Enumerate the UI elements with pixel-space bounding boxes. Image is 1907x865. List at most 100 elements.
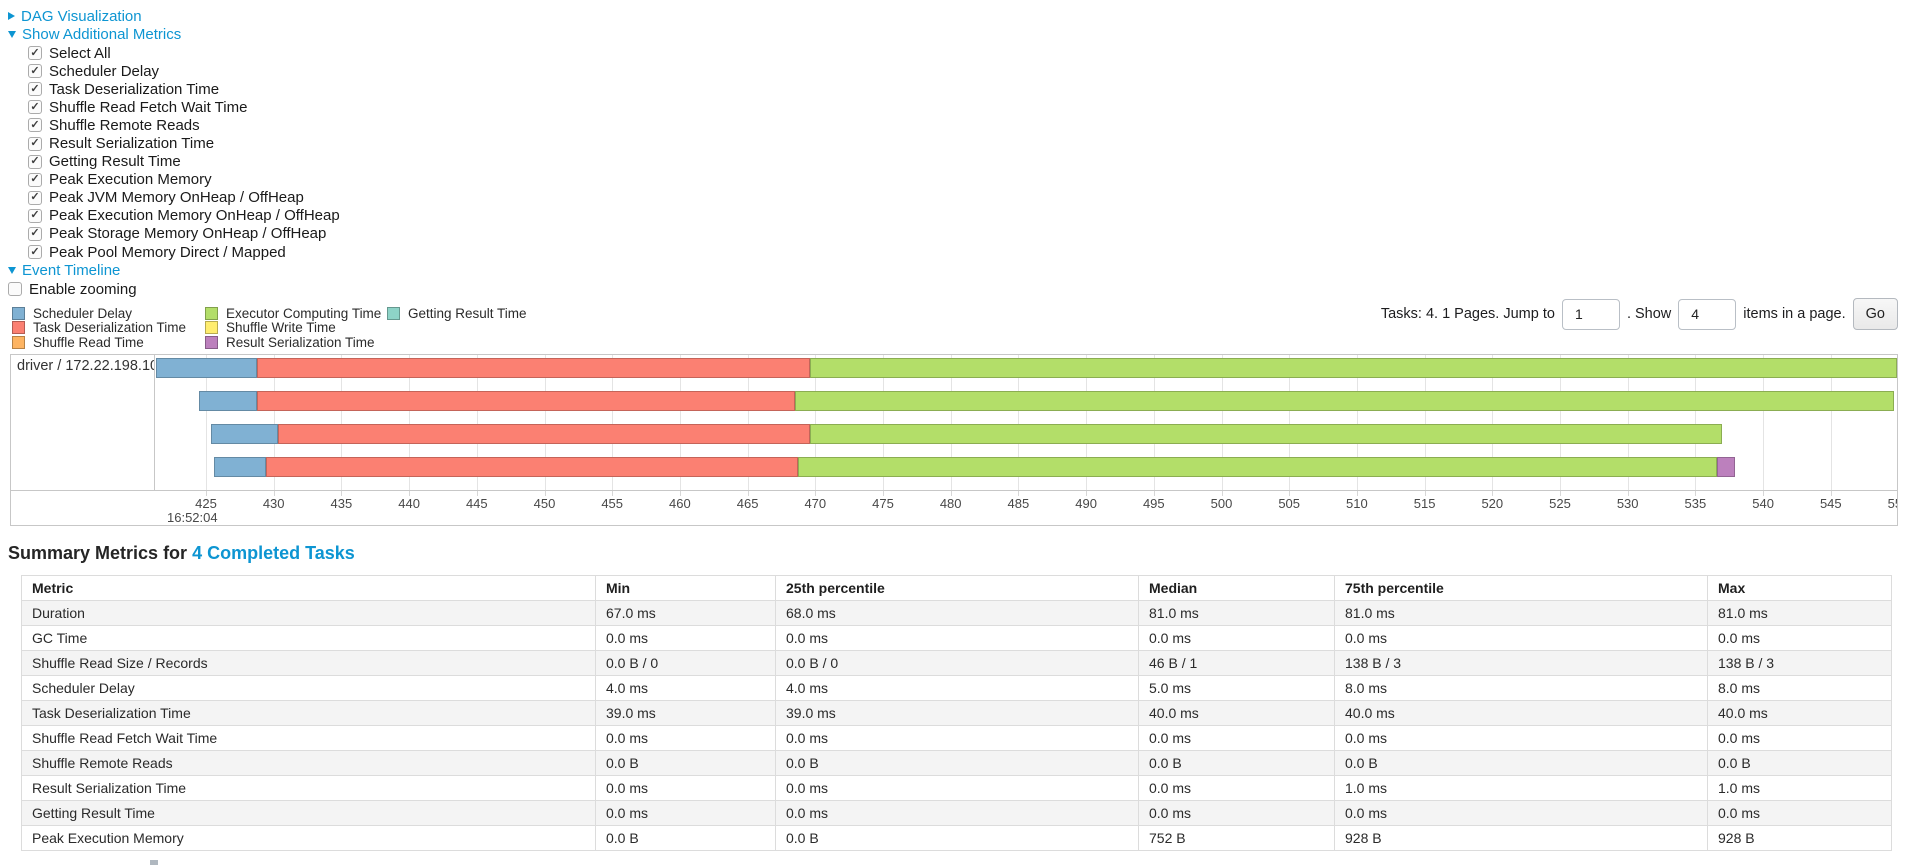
summary-table-cell: 0.0 ms [1707, 625, 1892, 651]
scheduler-delay-segment [211, 424, 278, 444]
tasks-pagination-summary: Tasks: 4. 1 Pages. Jump to [1380, 306, 1555, 322]
expanded-arrow-icon [8, 30, 16, 38]
clipped-next-section [150, 860, 158, 865]
axis-tick-label: 510 [1346, 496, 1368, 511]
axis-tick-label: 455 [601, 496, 624, 511]
metric-checkbox-row: Shuffle Read Fetch Wait Time [28, 98, 340, 116]
timeline-legend-column: Getting Result Time [387, 306, 527, 321]
summary-table-row: Shuffle Read Fetch Wait Time 0.0 ms 0.0 ms… [21, 725, 1892, 751]
event-timeline-toggle[interactable]: Event Timeline [8, 261, 120, 279]
summary-heading-prefix: Summary Metrics for [8, 543, 193, 563]
metric-checkbox[interactable] [28, 46, 42, 61]
metric-checkbox[interactable] [28, 154, 42, 169]
metric-checkbox[interactable] [28, 82, 42, 97]
metric-checkbox-row: Peak Storage Memory OnHeap / OffHeap [28, 225, 340, 243]
summary-table-row: Shuffle Read Size / Records 0.0 B / 0 0.0 … [21, 650, 1892, 676]
summary-table-cell: 928 B [1707, 825, 1892, 851]
timeline-task-bar[interactable] [156, 358, 1897, 378]
summary-table-cell: 68.0 ms [775, 600, 1139, 626]
legend-swatch [205, 335, 218, 349]
timeline-task-bar[interactable] [156, 424, 1897, 444]
timeline-gridline [476, 355, 478, 490]
axis-tick-label: 525 [1549, 496, 1571, 511]
timeline-gridline [1830, 355, 1832, 490]
summary-table-cell: Shuffle Read Fetch Wait Time [21, 725, 596, 751]
metric-checkbox[interactable] [28, 245, 42, 260]
legend-swatch [205, 306, 218, 320]
metric-checkbox[interactable] [28, 100, 42, 115]
summary-table-cell: 0.0 ms [775, 725, 1139, 751]
summary-column-header: 75th percentile [1334, 575, 1708, 601]
metric-checkbox-row: Peak Pool Memory Direct / Mapped [28, 243, 340, 261]
dag-visualization-label: DAG Visualization [21, 7, 142, 25]
axis-tick-label: 520 [1481, 496, 1504, 511]
summary-table-cell: 0.0 B [1707, 750, 1892, 776]
summary-table-row: Duration 67.0 ms 68.0 ms 81.0 ms 81.0 ms 81.0… [21, 600, 1892, 626]
executor-computing-segment [809, 424, 1723, 444]
page-jump-input[interactable] [1561, 298, 1620, 330]
summary-table-cell: 0.0 ms [1334, 800, 1708, 826]
summary-table-cell: 0.0 ms [595, 725, 776, 751]
show-additional-metrics-label: Show Additional Metrics [22, 25, 182, 43]
axis-tick-label: 495 [1142, 496, 1165, 511]
expanded-arrow-icon [8, 266, 16, 274]
axis-tick-mark [1492, 491, 1494, 496]
go-button[interactable]: Go [1852, 298, 1898, 330]
summary-table-cell: 0.0 ms [595, 775, 776, 801]
axis-tick-label: 475 [872, 496, 894, 511]
legend-label: Getting Result Time [408, 305, 527, 321]
summary-table-header-row: Metric Min 25th percentile Median 75th perce… [21, 575, 1892, 601]
axis-tick-label: 480 [939, 496, 962, 511]
axis-tick-label: 490 [1075, 496, 1097, 511]
summary-table-cell: 46 B / 1 [1138, 650, 1335, 676]
timeline-gridline [950, 355, 952, 490]
summary-table-cell: 0.0 ms [1138, 625, 1335, 651]
summary-table-cell: 928 B [1334, 825, 1708, 851]
axis-tick-mark [1763, 491, 1765, 496]
summary-table-cell: 752 B [1138, 825, 1335, 851]
metric-checkbox[interactable] [28, 208, 42, 223]
axis-tick-label: 485 [1007, 496, 1030, 511]
axis-tick-mark [679, 491, 681, 496]
summary-column-header: Metric [21, 575, 596, 601]
metric-checkbox[interactable] [28, 118, 42, 133]
summary-table-row: Task Deserialization Time 39.0 ms 39.0 ms 4… [21, 700, 1892, 726]
completed-tasks-link[interactable]: 4 Completed Tasks [192, 543, 355, 563]
axis-tick-mark [883, 491, 884, 496]
timeline-gridline [747, 355, 749, 490]
axis-tick-label: 470 [804, 496, 827, 511]
axis-time-label: 16:52:04 [167, 510, 218, 525]
show-additional-metrics-toggle[interactable]: Show Additional Metrics [8, 25, 181, 43]
metric-checkbox[interactable] [28, 172, 42, 187]
metric-checkbox-label: Scheduler Delay [49, 62, 160, 80]
summary-table-row: GC Time 0.0 ms 0.0 ms 0.0 ms 0.0 ms 0.0 ms [21, 625, 1892, 651]
metric-checkbox-label: Peak JVM Memory OnHeap / OffHeap [49, 189, 304, 207]
timeline-gridline [1627, 355, 1629, 490]
metric-checkbox[interactable] [28, 226, 42, 241]
metric-checkbox[interactable] [28, 64, 42, 79]
timeline-task-bar[interactable] [156, 457, 1897, 477]
metric-checkbox[interactable] [28, 190, 42, 205]
summary-table-cell: 5.0 ms [1138, 675, 1335, 701]
axis-tick-label: 550 [1887, 496, 1897, 511]
timeline-gridline [1695, 355, 1697, 490]
axis-tick-label: 430 [262, 496, 285, 511]
timeline-gridline [1153, 355, 1155, 490]
page-size-input[interactable] [1678, 298, 1737, 330]
enable-zooming-checkbox[interactable] [8, 282, 22, 297]
axis-tick-mark [476, 491, 478, 496]
axis-tick-label: 540 [1752, 496, 1774, 511]
metric-checkbox[interactable] [28, 136, 42, 151]
axis-tick-mark [1289, 491, 1291, 496]
executor-computing-segment [797, 457, 1718, 477]
summary-table-cell: Duration [21, 600, 596, 626]
dag-visualization-toggle[interactable]: DAG Visualization [8, 7, 142, 25]
enable-zooming-label: Enable zooming [29, 280, 137, 298]
summary-table-cell: 0.0 ms [1707, 725, 1892, 751]
metric-checkbox-row: Result Serialization Time [28, 134, 340, 152]
summary-table-row: Peak Execution Memory 0.0 B 0.0 B 752 B 928 … [21, 825, 1892, 851]
summary-table-cell: 0.0 ms [775, 625, 1139, 651]
axis-tick-mark [1086, 491, 1088, 496]
legend-item: Shuffle Write Time [205, 320, 381, 335]
timeline-task-bar[interactable] [156, 391, 1897, 411]
